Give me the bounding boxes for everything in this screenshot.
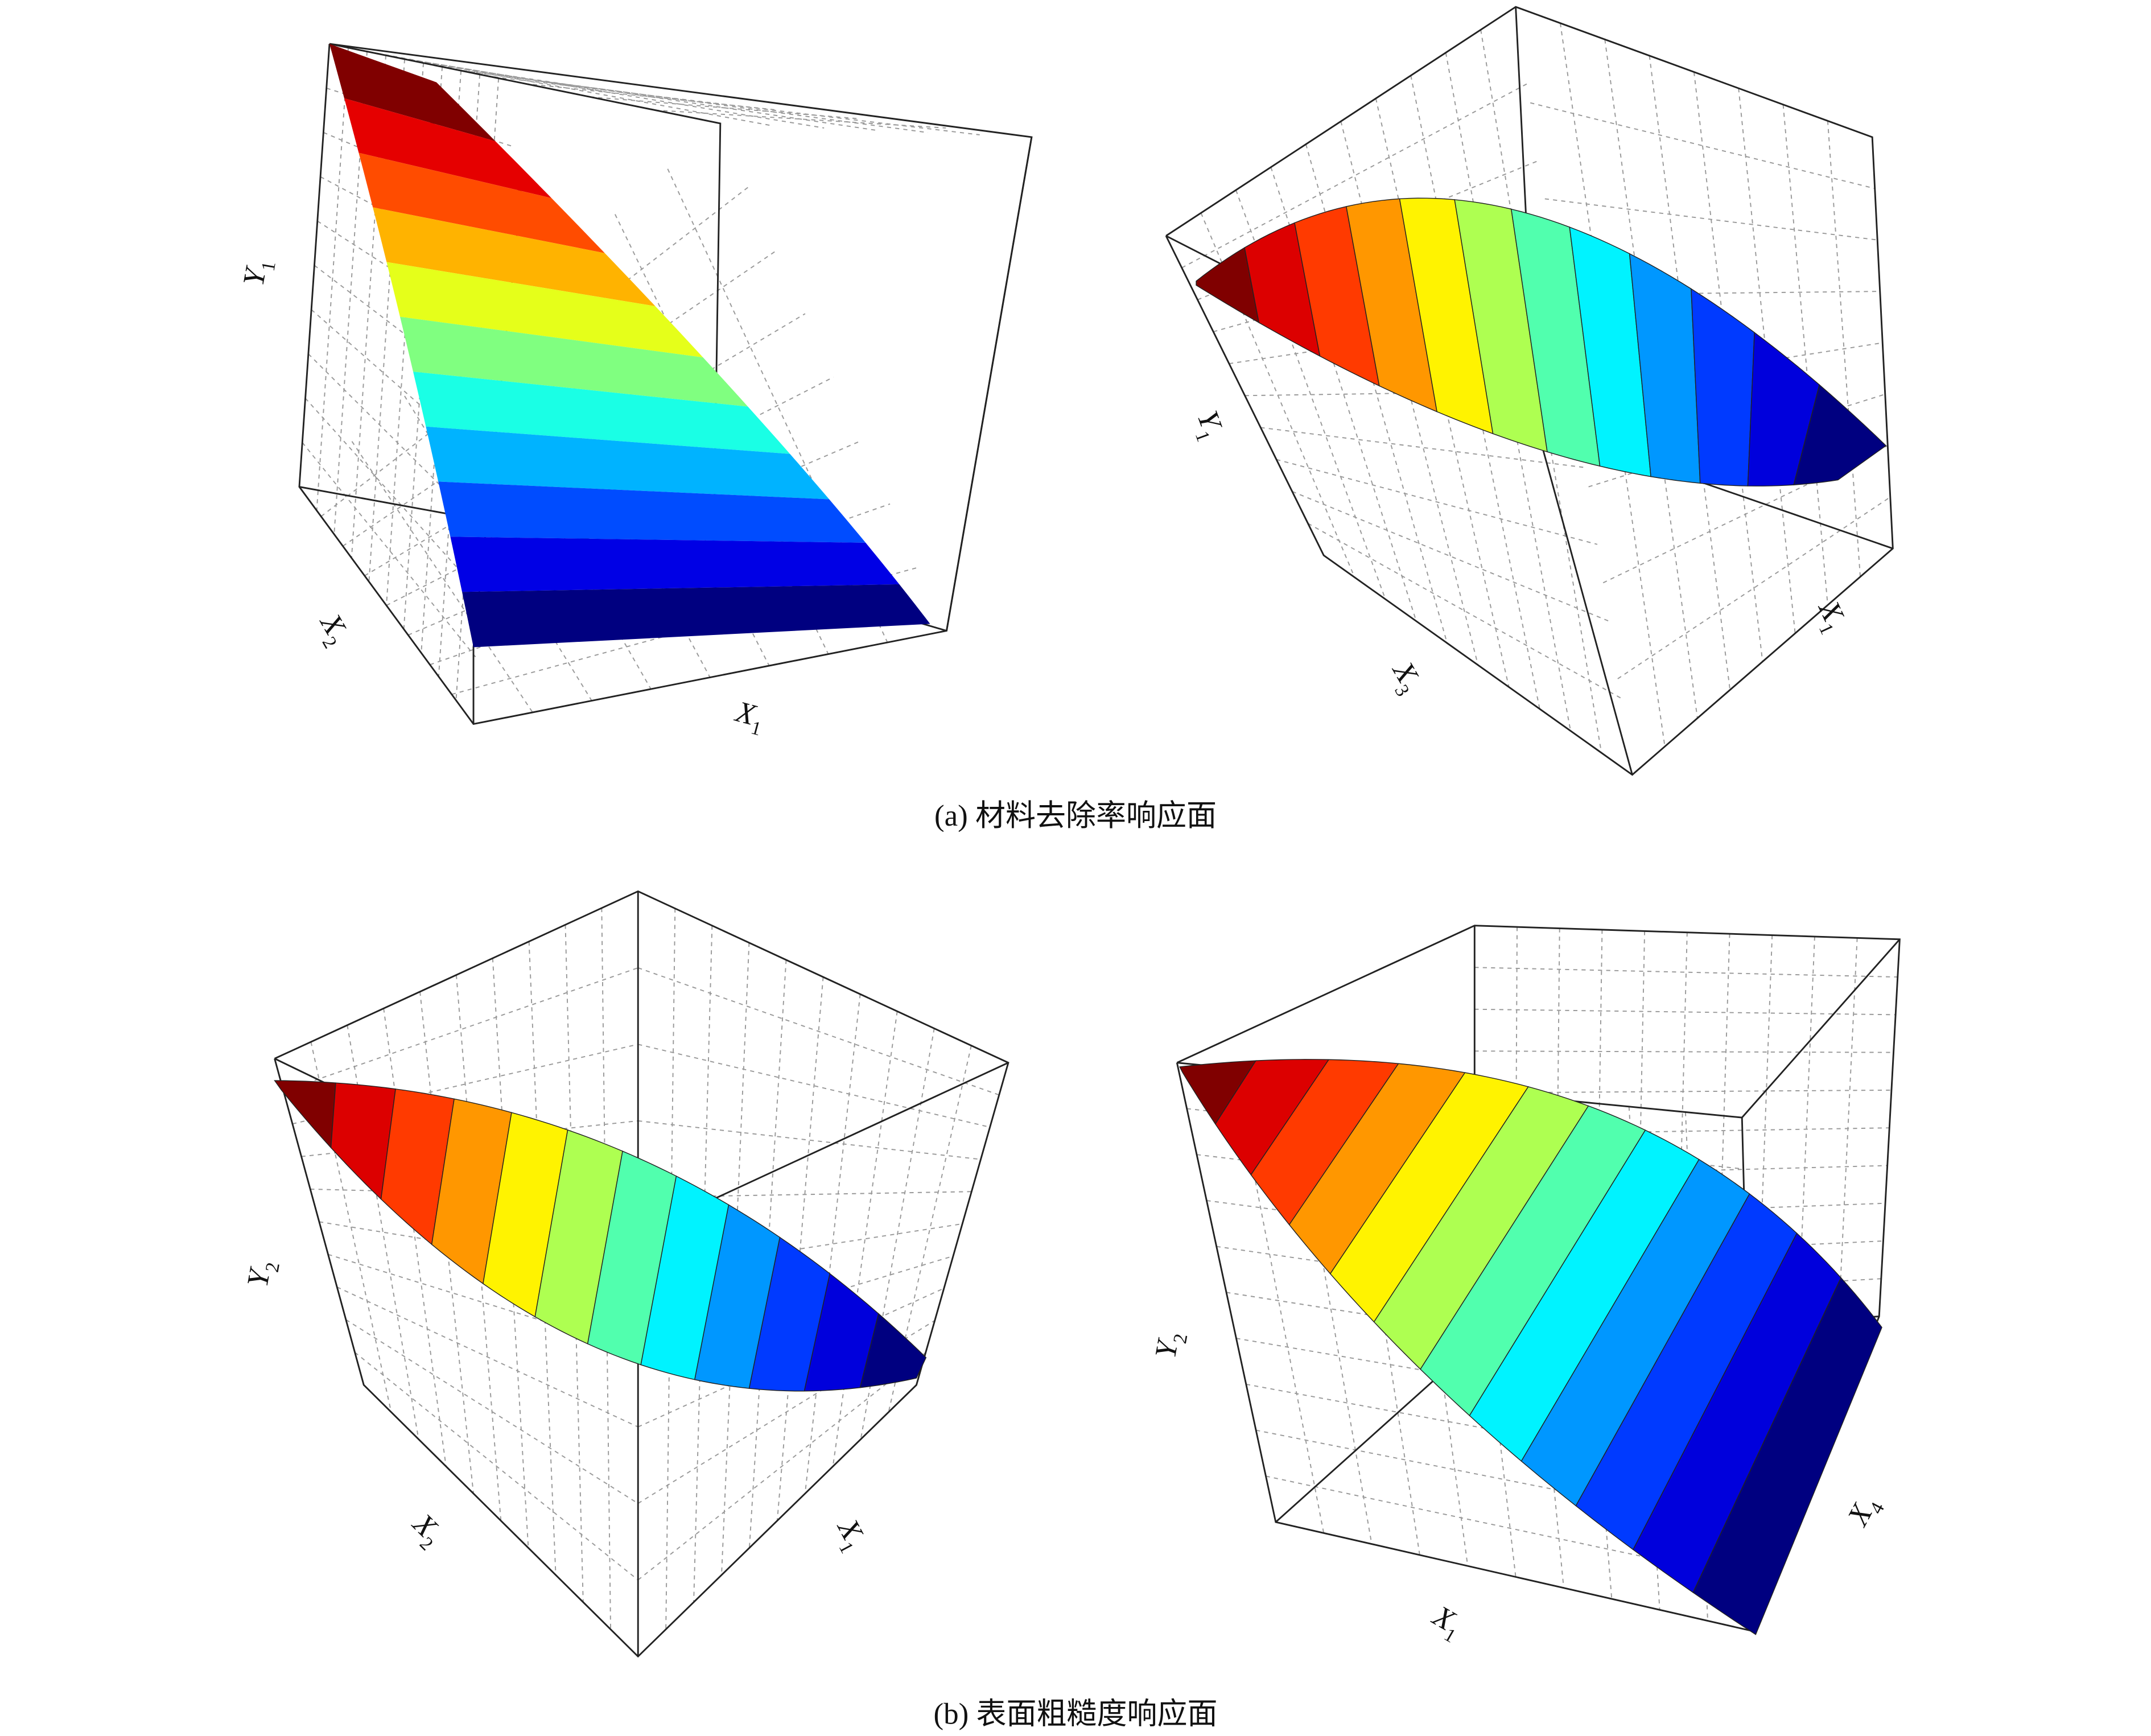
- grid-line: [638, 1191, 972, 1198]
- axis-label-sub: 1: [1191, 428, 1214, 444]
- grid-line: [665, 908, 676, 1630]
- surface-band: [373, 207, 656, 307]
- grid-line: [1838, 938, 1858, 1319]
- surface-band: [859, 1313, 927, 1388]
- axis-label: X4: [1841, 1491, 1889, 1535]
- grid-line: [368, 59, 406, 582]
- surface-band: [1692, 1277, 1882, 1635]
- grid-line: [1289, 1073, 1373, 1544]
- grid-line: [454, 69, 928, 133]
- surface-band: [274, 1080, 336, 1149]
- grid-line: [336, 1286, 638, 1428]
- grid-line: [486, 75, 980, 135]
- grid-line: [1827, 121, 1861, 577]
- axis-label: X3: [1381, 655, 1429, 700]
- surface-band: [413, 372, 790, 454]
- surface-band: [399, 316, 748, 407]
- surface-band: [438, 481, 866, 543]
- surface-band: [386, 262, 703, 358]
- grid-line: [354, 1351, 638, 1581]
- grid-line: [601, 908, 611, 1630]
- axis-label: Y2: [1149, 1329, 1192, 1362]
- grid-line: [342, 250, 777, 547]
- surface-band: [450, 537, 900, 592]
- surface-band: [358, 152, 605, 253]
- grid-line: [1276, 459, 1598, 545]
- grid-line: [1260, 427, 1586, 468]
- grid-line: [302, 442, 479, 661]
- grid-line: [392, 56, 825, 129]
- grid-line: [283, 967, 638, 1092]
- axis-label-sub: 2: [1169, 1332, 1192, 1345]
- grid-line: [1602, 445, 1888, 584]
- grid-line: [637, 1255, 954, 1351]
- grid-line: [638, 1044, 990, 1128]
- grid-line: [1782, 104, 1828, 605]
- axis-label-sub: 2: [262, 1261, 284, 1274]
- grid-line: [637, 1352, 926, 1581]
- grid-line: [525, 83, 775, 110]
- surface-band: [426, 426, 830, 500]
- axis-label: X1: [1424, 1599, 1469, 1647]
- grid-line: [383, 1008, 447, 1467]
- grid-line: [423, 62, 876, 131]
- surface-band: [344, 98, 552, 199]
- grid-line: [1474, 1050, 1894, 1053]
- surface-band: [462, 584, 930, 648]
- grid-line: [1617, 496, 1891, 679]
- axis-label: X1: [730, 695, 768, 740]
- caption: (b) 表面粗糙度响应面: [933, 1697, 1217, 1730]
- grid-line: [637, 967, 1000, 1096]
- grid-line: [1480, 30, 1602, 753]
- grid-line: [1308, 523, 1621, 699]
- grid-line: [1530, 102, 1875, 189]
- axis-label: Y1: [237, 257, 279, 290]
- grid-line: [638, 1223, 963, 1275]
- grid-line: [1375, 98, 1510, 687]
- axis-label: X2: [308, 607, 356, 652]
- grid-line: [419, 991, 474, 1494]
- surface-band: [1691, 288, 1755, 486]
- grid-line: [304, 398, 483, 596]
- cube-edge: [298, 43, 1033, 725]
- grid-line: [1402, 1085, 1469, 1566]
- grid-line: [638, 1120, 981, 1160]
- axis-label: Y2: [241, 1257, 284, 1290]
- grid-line: [832, 1011, 898, 1467]
- grid-line: [310, 1041, 392, 1412]
- grid-line: [301, 1120, 638, 1157]
- caption: (a) 材料去除率响应面: [934, 799, 1217, 832]
- cube-edge: [1535, 424, 1633, 776]
- grid-line: [804, 994, 861, 1494]
- axis-label: X1: [825, 1513, 873, 1557]
- grid-line: [1266, 1475, 1755, 1581]
- grid-line: [1604, 39, 1698, 719]
- axis-label: Y1: [1185, 406, 1231, 444]
- surface-band: [1793, 384, 1887, 485]
- axis-label-sub: 1: [257, 260, 279, 273]
- grid-line: [333, 51, 368, 534]
- cube-edge: [946, 137, 1033, 631]
- grid-line: [316, 47, 349, 511]
- grid-line: [776, 977, 824, 1521]
- grid-line: [528, 941, 557, 1576]
- axis-label: X2: [402, 1507, 450, 1555]
- grid-line: [1555, 928, 1560, 1339]
- grid-line: [1270, 167, 1417, 622]
- surface-band: [329, 44, 496, 142]
